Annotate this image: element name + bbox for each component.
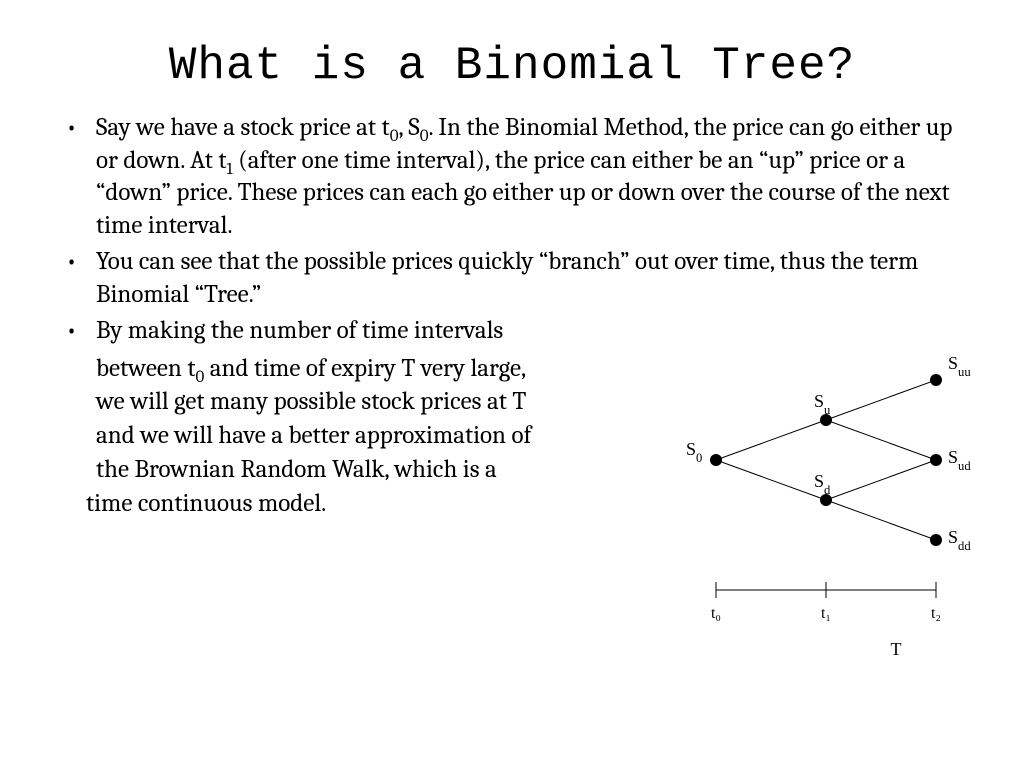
b1-text-b: , S: [398, 113, 419, 142]
c1-sub: 0: [195, 368, 204, 387]
tree-edge: [826, 420, 936, 460]
time-axis-T-label: T: [891, 639, 902, 659]
page-title: What is a Binomial Tree?: [50, 40, 974, 92]
tree-edge: [716, 420, 826, 460]
c1-post: and time of expiry T very large,: [204, 354, 526, 383]
b1-text-a: Say we have a stock price at t: [96, 113, 390, 142]
bullet-1: Say we have a stock price at t0, S0. In …: [50, 112, 974, 242]
bullet-list: Say we have a stock price at t0, S0. In …: [50, 112, 974, 348]
tree-node-label: Su: [814, 391, 831, 417]
tree-node-label: Sd: [814, 471, 831, 497]
tree-node-label: Sud: [948, 447, 971, 473]
tree-edge: [716, 460, 826, 500]
time-axis-label: t₂: [931, 605, 941, 622]
tree-node-label: S0: [686, 439, 702, 465]
tree-edge: [826, 500, 936, 540]
tree-edge: [826, 460, 936, 500]
slide: What is a Binomial Tree? Say we have a s…: [0, 0, 1024, 768]
time-axis-label: t₁: [821, 605, 831, 622]
c1-pre: between t: [96, 354, 195, 383]
tree-svg: S0 Su Sd Suu Sud Sdd t₀ t₁ t₂ T: [666, 355, 986, 695]
time-axis-label: t₀: [711, 605, 721, 622]
bullet-3: By making the number of time intervals: [50, 315, 974, 348]
tree-edge: [826, 380, 936, 420]
tree-node: [710, 454, 722, 466]
tree-node: [930, 374, 942, 386]
tree-node-label: Sdd: [948, 527, 971, 553]
tree-node-label: Suu: [948, 355, 971, 379]
binomial-tree-diagram: S0 Su Sd Suu Sud Sdd t₀ t₁ t₂ T: [666, 355, 986, 695]
bullet-2: You can see that the possible prices qui…: [50, 246, 974, 311]
tree-node: [930, 534, 942, 546]
tree-node: [930, 454, 942, 466]
